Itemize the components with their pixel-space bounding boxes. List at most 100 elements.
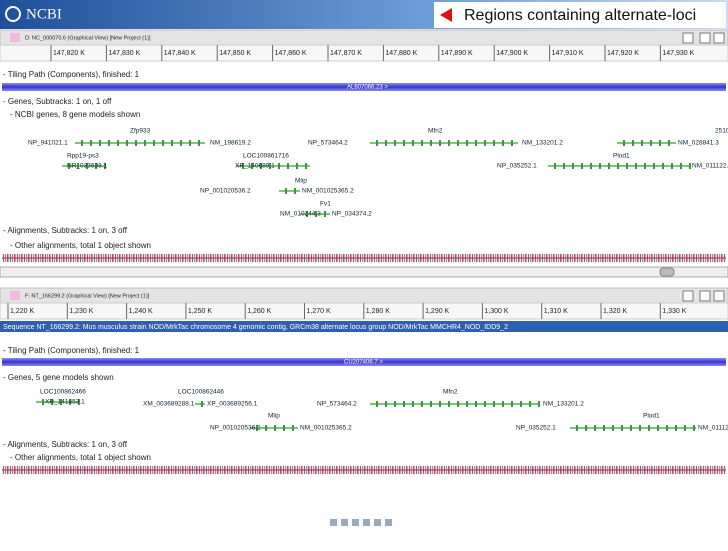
gene-label: NP_941021.1 — [28, 140, 68, 147]
exon — [448, 140, 450, 146]
exon — [466, 401, 468, 407]
ruler-label: 147,890 K — [441, 50, 473, 57]
exon — [403, 401, 405, 407]
exon — [653, 163, 655, 169]
ruler-label: 147,880 K — [385, 50, 417, 57]
ruler-label: 147,830 K — [108, 50, 140, 57]
gene-label: XR_141453.1 — [45, 399, 85, 406]
exon — [153, 140, 155, 146]
panel-title: F: NT_166299.2 (Graphical View) [New Pro… — [25, 293, 150, 299]
gene-label: LOC100861716 — [243, 153, 289, 160]
exon — [466, 140, 468, 146]
exon — [69, 399, 71, 405]
exon — [385, 140, 387, 146]
gene-label: NP_001020536.2 — [200, 188, 251, 195]
exon — [493, 140, 495, 146]
gene-label: Mfn2 — [443, 389, 458, 396]
gene-label: NR_033638.1 — [67, 163, 107, 170]
exon — [511, 401, 513, 407]
exon — [644, 163, 646, 169]
exon — [305, 163, 307, 169]
exon — [144, 140, 146, 146]
exon — [650, 140, 652, 146]
logo: NCBI — [26, 6, 62, 22]
gene-label: Rpp19-ps3 — [67, 153, 99, 160]
exon — [430, 140, 432, 146]
banner: Regions containing alternate-loci — [464, 7, 696, 24]
exon — [493, 401, 495, 407]
panel-color — [10, 291, 20, 300]
exon — [475, 401, 477, 407]
exon — [576, 425, 578, 431]
scrollbar — [0, 266, 728, 278]
gene-label: NP_035252.1 — [516, 425, 556, 432]
exon — [675, 425, 677, 431]
gene-label: Mfn2 — [428, 128, 443, 135]
exon — [520, 401, 522, 407]
exon — [117, 140, 119, 146]
ruler-label: 1,300 K — [484, 308, 508, 315]
exon — [60, 399, 62, 405]
exon — [457, 401, 459, 407]
panel-color — [10, 33, 20, 42]
gene-label: NM_001025365.2 — [300, 425, 352, 432]
exon — [439, 401, 441, 407]
exon — [635, 163, 637, 169]
exon — [274, 425, 276, 431]
ruler-label: 147,920 K — [607, 50, 639, 57]
exon — [201, 401, 203, 407]
track-label: - Genes, Subtracks: 1 on, 1 off — [3, 97, 112, 106]
exon — [502, 140, 504, 146]
exon — [285, 188, 287, 194]
exon — [42, 399, 44, 405]
component-bar — [2, 358, 726, 366]
exon — [376, 401, 378, 407]
panel-button — [699, 290, 711, 302]
exon — [632, 140, 634, 146]
ruler-label: 1,320 K — [603, 308, 627, 315]
exon — [657, 425, 659, 431]
panels: D: NC_000070.6 (Graphical View) [New Pro… — [0, 29, 728, 474]
exon — [86, 163, 88, 169]
panel-button — [699, 32, 711, 44]
ruler-label: 1,270 K — [307, 308, 331, 315]
gene-label: XM_003689288.1 — [143, 401, 195, 408]
gene-label: Fv1 — [320, 201, 331, 208]
exon — [251, 163, 253, 169]
exon — [90, 140, 92, 146]
gene-label: NM_133201.2 — [522, 140, 563, 147]
ruler-label: 1,330 K — [662, 308, 686, 315]
exon — [108, 140, 110, 146]
gene-label: NP_573464.2 — [308, 140, 348, 147]
exon — [666, 425, 668, 431]
exon — [626, 163, 628, 169]
component-label: AL607066.23 > — [347, 85, 388, 91]
exon — [684, 425, 686, 431]
component-bar — [2, 83, 726, 91]
gene-label: NP_034374.2 — [332, 211, 372, 218]
exon — [612, 425, 614, 431]
exon — [78, 399, 80, 405]
exon — [639, 425, 641, 431]
ruler-label: 147,930 K — [662, 50, 694, 57]
ruler-label: 147,860 K — [275, 50, 307, 57]
exon — [265, 425, 267, 431]
gene-label: XR_140689.1 — [235, 163, 275, 170]
exon — [287, 163, 289, 169]
exon — [662, 163, 664, 169]
bottom-toolbar — [330, 519, 392, 526]
exon — [394, 140, 396, 146]
exon — [630, 425, 632, 431]
exon — [162, 140, 164, 146]
scroll-thumb — [659, 267, 675, 277]
exon — [104, 163, 106, 169]
sequence-label: Sequence NT_166299.2: Mus musculus strai… — [3, 324, 508, 331]
exon — [594, 425, 596, 431]
gene-label: NM_001025365.2 — [302, 188, 354, 195]
exon — [421, 140, 423, 146]
exon — [608, 163, 610, 169]
exon — [648, 425, 650, 431]
gene-label: XP_003689256.1 — [207, 401, 258, 408]
exon — [617, 163, 619, 169]
exon — [256, 425, 258, 431]
